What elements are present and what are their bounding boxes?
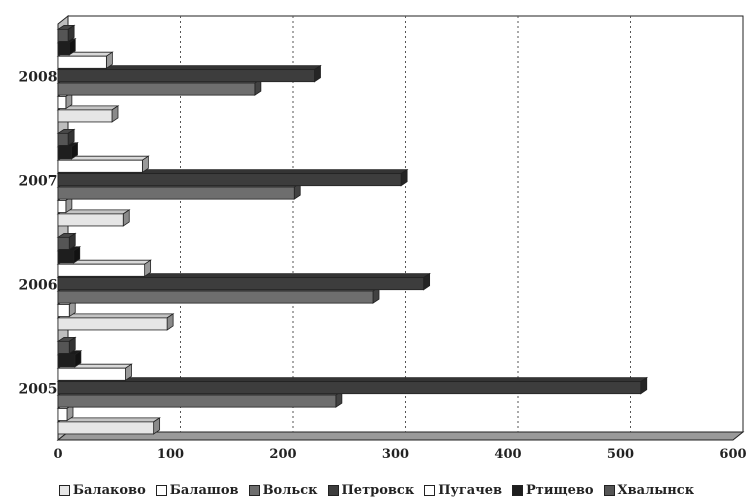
x-tick-label: 200 <box>269 447 296 462</box>
category-label: 2008 <box>19 69 58 85</box>
legend-swatch <box>155 484 167 496</box>
gridlines <box>180 16 631 432</box>
chart-floor <box>56 431 745 441</box>
legend-swatch <box>512 484 524 496</box>
legend-item: Хвалынск <box>603 482 695 498</box>
legend-swatch <box>424 484 436 496</box>
legend-label: Ртищево <box>526 482 594 498</box>
bar <box>56 259 152 278</box>
legend-swatch <box>248 484 260 496</box>
x-tick-label: 300 <box>382 447 409 462</box>
legend-item: Балашов <box>155 482 239 498</box>
legend-label: Пугачев <box>438 482 503 498</box>
bar <box>56 313 175 331</box>
bar <box>56 272 431 291</box>
bar <box>56 336 77 355</box>
category-label: 2007 <box>19 173 58 189</box>
x-axis-ticks: 0 100 200 300 400 500 600 <box>53 447 746 462</box>
legend-label: Петровск <box>341 482 415 498</box>
category-label: 2005 <box>19 381 58 397</box>
legend-label: Хвалынск <box>617 482 695 498</box>
bar <box>56 128 76 147</box>
legend-swatch <box>603 484 615 496</box>
legend-item: Балаково <box>58 482 146 498</box>
y-axis-categories: 2005 2006 2007 2008 <box>19 69 58 397</box>
legend-swatch <box>327 484 339 496</box>
x-tick-label: 0 <box>53 447 62 462</box>
bar <box>56 417 161 435</box>
legend-label: Вольск <box>262 482 318 498</box>
legend-item: Петровск <box>327 482 415 498</box>
bar <box>56 105 120 123</box>
legend-label: Балашов <box>169 482 239 498</box>
bar <box>56 376 649 395</box>
bar <box>56 155 150 174</box>
legend-item: Вольск <box>248 482 318 498</box>
legend-item: Пугачев <box>424 483 502 498</box>
bar <box>56 24 76 43</box>
bars <box>56 24 649 435</box>
x-tick-label: 600 <box>719 447 746 462</box>
bar <box>56 51 114 70</box>
x-tick-label: 400 <box>494 447 521 462</box>
legend: Балаково Балашов Вольск Петровск Пугачев Ртищ… <box>0 480 753 500</box>
bar <box>56 64 322 83</box>
category-label: 2006 <box>19 277 58 293</box>
x-tick-label: 100 <box>157 447 184 462</box>
bar <box>56 209 131 227</box>
bar-chart: 0 100 200 300 400 500 600 2005 2006 2007 2008 <box>19 14 747 462</box>
x-tick-label: 500 <box>607 447 634 462</box>
legend-item: Ртищево <box>512 483 594 498</box>
bar <box>56 232 77 251</box>
legend-swatch <box>58 484 70 496</box>
legend-label: Балаково <box>72 482 146 498</box>
